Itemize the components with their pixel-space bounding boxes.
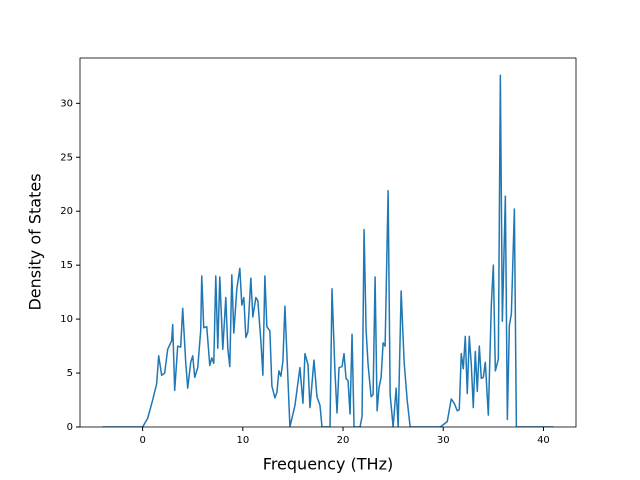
y-tick-label: 15 — [60, 260, 73, 271]
x-tick-label: 10 — [236, 435, 249, 446]
x-tick-label: 40 — [537, 435, 550, 446]
y-tick-label: 20 — [60, 206, 73, 217]
y-tick-label: 0 — [67, 422, 73, 433]
y-tick-label: 5 — [67, 368, 73, 379]
y-tick-label: 30 — [60, 98, 73, 109]
y-axis-label: Density of States — [26, 173, 45, 310]
y-tick-label: 10 — [60, 314, 73, 325]
line — [102, 74, 554, 427]
x-axis-label: Frequency (THz) — [263, 455, 393, 474]
x-tick-label: 30 — [437, 435, 450, 446]
x-tick-label: 20 — [337, 435, 350, 446]
y-tick-label: 25 — [60, 152, 73, 163]
plot-frame — [79, 57, 577, 428]
x-tick-label: 0 — [139, 435, 145, 446]
